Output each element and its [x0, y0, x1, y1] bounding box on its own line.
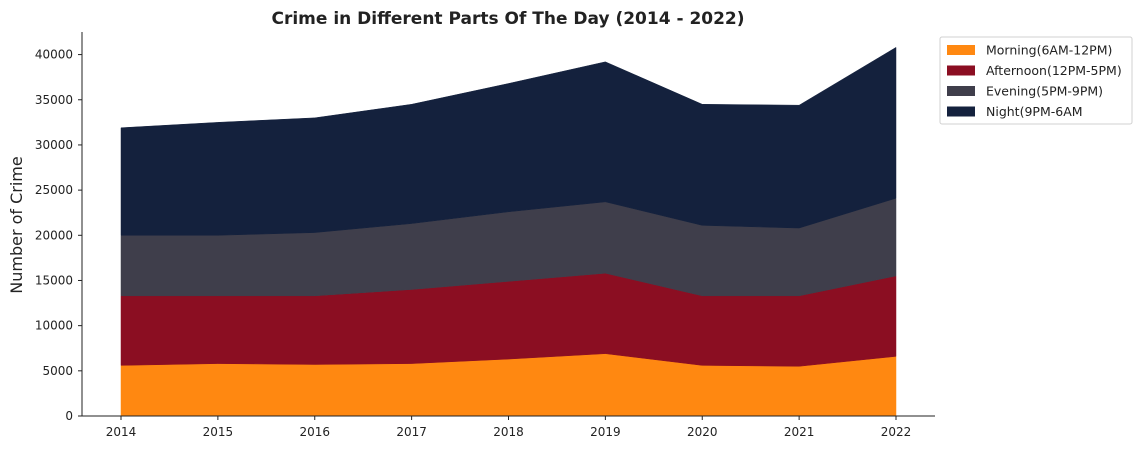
y-tick-label: 10000 [35, 319, 73, 333]
legend-label: Morning(6AM-12PM) [986, 43, 1112, 58]
legend-swatch [947, 45, 975, 55]
y-tick-label: 5000 [42, 364, 73, 378]
x-tick-label: 2016 [299, 425, 330, 439]
y-tick-label: 0 [65, 409, 73, 423]
legend: Morning(6AM-12PM) Afternoon(12PM-5PM) Even… [939, 36, 1133, 125]
y-tick-label: 30000 [35, 138, 73, 152]
x-tick-label: 2019 [590, 425, 621, 439]
y-tick-label: 35000 [35, 93, 73, 107]
x-tick-labels: 2014 2015 2016 2017 2018 2019 2020 2021 2022 [106, 416, 912, 439]
area-layers [120, 46, 897, 417]
legend-label: Afternoon(12PM-5PM) [986, 63, 1122, 78]
legend-swatch [947, 65, 975, 76]
x-tick-label: 2020 [687, 425, 718, 439]
y-tick-label: 25000 [35, 183, 73, 197]
y-axis-label: Number of Crime [7, 156, 26, 294]
x-tick-label: 2022 [881, 425, 912, 439]
y-tick-label: 20000 [35, 228, 73, 242]
area-series-3 [120, 46, 897, 236]
x-tick-label: 2017 [396, 425, 427, 439]
y-tick-labels: 0 5000 10000 15000 20000 25000 30000 35000 40000 [35, 48, 82, 423]
legend-frame [939, 36, 1133, 125]
legend-swatch [947, 106, 975, 117]
x-tick-label: 2021 [784, 425, 815, 439]
x-tick-label: 2015 [203, 425, 234, 439]
x-tick-label: 2014 [106, 425, 137, 439]
y-tick-label: 40000 [35, 48, 73, 62]
y-tick-label: 15000 [35, 273, 73, 287]
chart-title: Crime in Different Parts Of The Day (201… [271, 9, 744, 29]
legend-swatch [947, 86, 975, 96]
x-tick-label: 2018 [493, 425, 524, 439]
legend-label: Evening(5PM-9PM) [986, 84, 1103, 99]
legend-label: Night(9PM-6AM [986, 104, 1083, 119]
